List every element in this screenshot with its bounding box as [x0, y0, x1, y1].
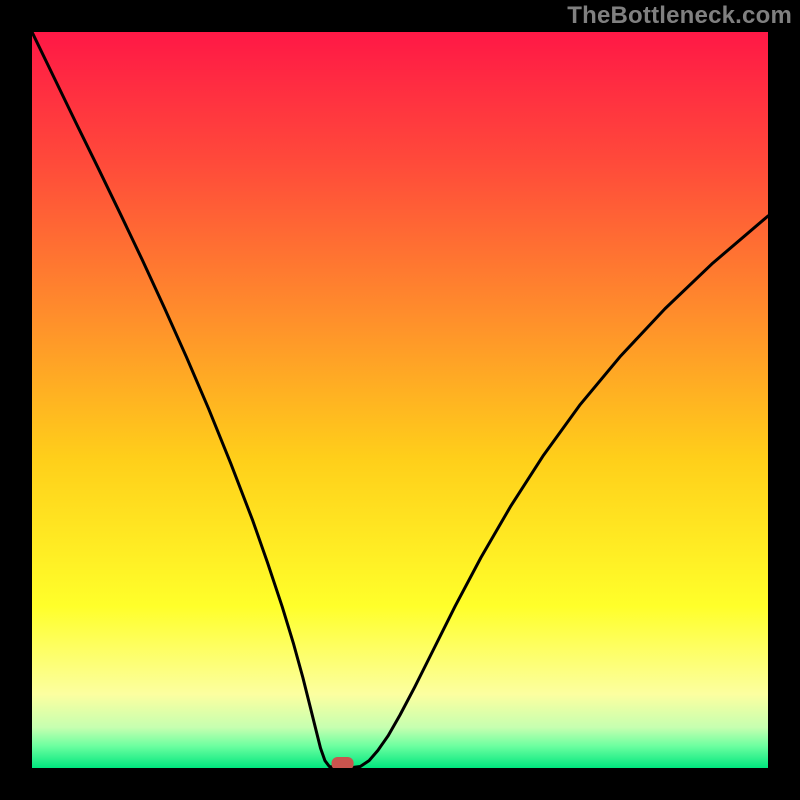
optimal-point-marker — [332, 757, 354, 768]
chart-svg — [32, 32, 768, 768]
gradient-background — [32, 32, 768, 768]
plot-area — [32, 32, 768, 768]
chart-frame: TheBottleneck.com — [0, 0, 800, 800]
watermark-text: TheBottleneck.com — [567, 2, 792, 30]
